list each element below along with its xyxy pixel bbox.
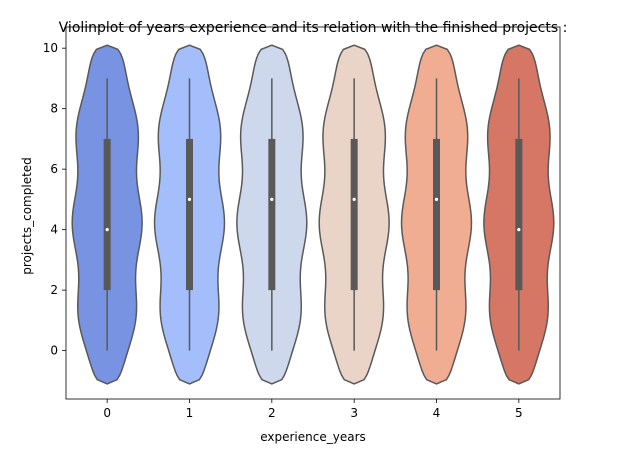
violin-iqr-2 [268, 138, 276, 291]
y-tick-label-6: 6 [50, 162, 58, 176]
x-tick-label-0: 0 [103, 406, 111, 420]
violin-median-2 [270, 197, 274, 201]
y-tick-label-2: 2 [50, 283, 58, 297]
x-tick-label-4: 4 [433, 406, 441, 420]
violin-median-1 [187, 197, 192, 201]
violin-iqr-3 [350, 138, 358, 291]
x-axis-label: experience_years [260, 430, 366, 444]
violin-median-5 [517, 228, 521, 232]
violin-2 [236, 44, 308, 385]
x-tick-label-5: 5 [515, 406, 523, 420]
violin-0 [71, 44, 143, 385]
violin-3 [318, 44, 390, 385]
violin-iqr-0 [103, 138, 111, 291]
violin-iqr-5 [515, 138, 523, 291]
y-tick-label-4: 4 [50, 223, 58, 237]
x-tick-label-2: 2 [268, 406, 276, 420]
violin-median-3 [352, 197, 356, 201]
violin-median-0 [105, 228, 109, 232]
y-axis-label: projects_completed [20, 157, 34, 275]
plot-frame [65, 26, 561, 400]
x-axis: 0 1 2 3 4 5 [103, 399, 523, 420]
violin-median-4 [434, 197, 439, 201]
violin-4 [400, 44, 473, 385]
x-tick-label-3: 3 [350, 406, 358, 420]
chart-title: Violinplot of years experience and its r… [59, 20, 568, 36]
y-tick-label-8: 8 [50, 102, 58, 116]
x-tick-label-1: 1 [186, 406, 194, 420]
y-tick-label-10: 10 [43, 41, 58, 55]
violin-iqr-1 [186, 138, 193, 291]
y-axis: 0 2 4 6 8 10 [43, 41, 66, 358]
violin-iqr-4 [433, 138, 440, 291]
violin-1 [153, 44, 226, 385]
y-tick-label-0: 0 [50, 344, 58, 358]
violin-5 [483, 44, 555, 385]
violins-layer [71, 44, 555, 385]
